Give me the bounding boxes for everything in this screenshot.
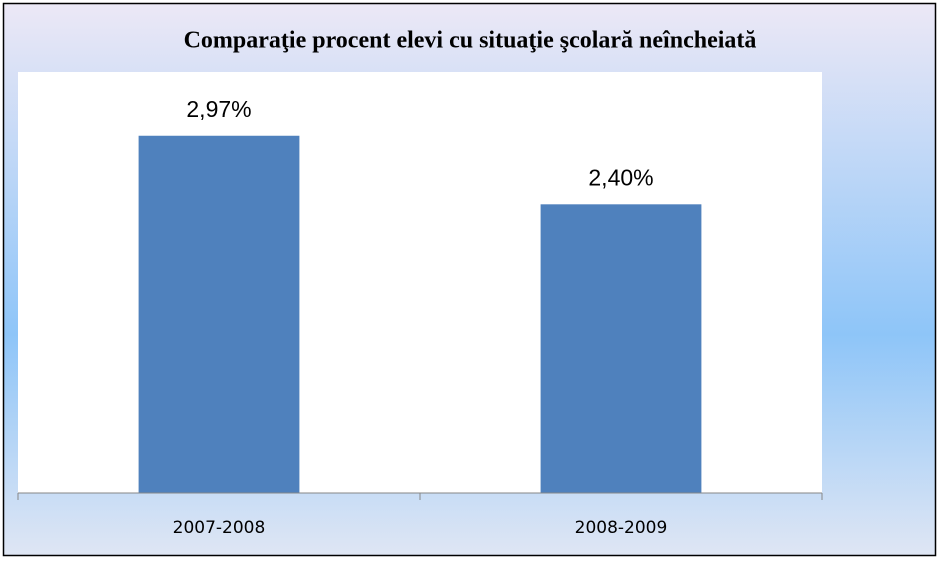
- chart-title: Comparaţie procent elevi cu situaţie şco…: [184, 28, 757, 54]
- x-tick-label: 2008-2009: [575, 518, 668, 538]
- data-label: 2,97%: [186, 96, 251, 122]
- x-tick-label: 2007-2008: [173, 518, 266, 538]
- bar: [138, 135, 300, 493]
- data-label: 2,40%: [588, 164, 653, 190]
- bar: [540, 204, 702, 494]
